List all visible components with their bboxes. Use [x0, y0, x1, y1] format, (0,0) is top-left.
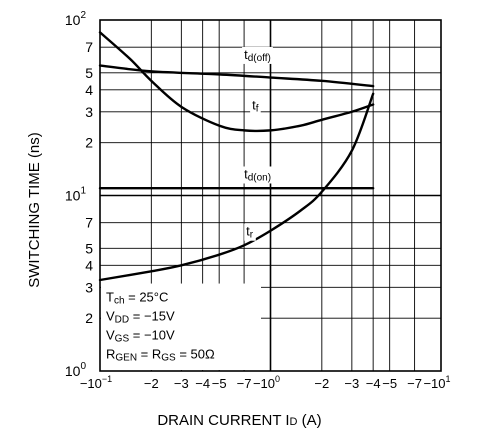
y-tick-label: 5 [85, 240, 93, 256]
y-tick-label: 2 [85, 135, 93, 151]
x-tick-label: −101 [423, 374, 450, 391]
x-tick-label: −4 [195, 376, 210, 391]
series-tf [98, 31, 375, 133]
y-axis-title: SWITCHING TIME (ns) [24, 95, 54, 325]
y-tick-label: 2 [85, 310, 93, 326]
x-tick-label: −7 [237, 376, 252, 391]
y-tick-label: 7 [85, 39, 93, 55]
x-tick-label: −2 [314, 376, 329, 391]
label-td-on: td(on) [244, 166, 271, 183]
condition-line: VDD = −15V [106, 309, 175, 326]
label-td-on-bg [242, 166, 274, 184]
x-tick-label: −2 [144, 376, 159, 391]
y-tick-label: 102 [65, 10, 87, 28]
y-tick-label: 4 [85, 257, 93, 273]
label-tr-bg [244, 223, 256, 241]
label-tf-bg [250, 97, 261, 115]
label-tf: tf [252, 97, 259, 114]
x-tick-label: −3 [174, 376, 189, 391]
x-tick-label: −5 [212, 376, 227, 391]
x-axis-title-main: DRAIN CURRENT I [157, 412, 290, 429]
x-tick-label: −10−1 [80, 374, 112, 391]
label-td-off-bg [242, 46, 273, 64]
x-tick-label: −7 [407, 376, 422, 391]
plot-frame [99, 19, 442, 372]
series-td-off [98, 64, 375, 88]
y-tick-label: 7 [85, 215, 93, 231]
x-tick-label: −100 [253, 374, 280, 391]
x-axis-title-sub: D [289, 416, 298, 428]
y-axis-title-text: SWITCHING TIME (ns) [26, 132, 43, 288]
x-tick-label: −4 [366, 376, 381, 391]
y-tick-label: 4 [85, 82, 93, 98]
label-td-off: td(off) [244, 47, 271, 64]
y-tick-label: 3 [85, 279, 93, 295]
x-axis-title: DRAIN CURRENT ID (A) [0, 412, 479, 429]
x-tick-label: −5 [382, 376, 397, 391]
x-tick-label: −3 [344, 376, 359, 391]
condition-line: RGEN = RGS = 50Ω [106, 347, 215, 364]
conditions-box [101, 283, 261, 370]
condition-line: VGS = −10V [106, 328, 175, 345]
condition-line: Tch = 25°C [106, 290, 168, 307]
y-tick-label: 5 [85, 65, 93, 81]
x-axis-title-rest: (A) [297, 412, 322, 429]
y-tick-label: 3 [85, 104, 93, 120]
series-tr [98, 92, 375, 282]
y-tick-label: 101 [65, 186, 87, 204]
label-tr: tr [246, 224, 254, 241]
